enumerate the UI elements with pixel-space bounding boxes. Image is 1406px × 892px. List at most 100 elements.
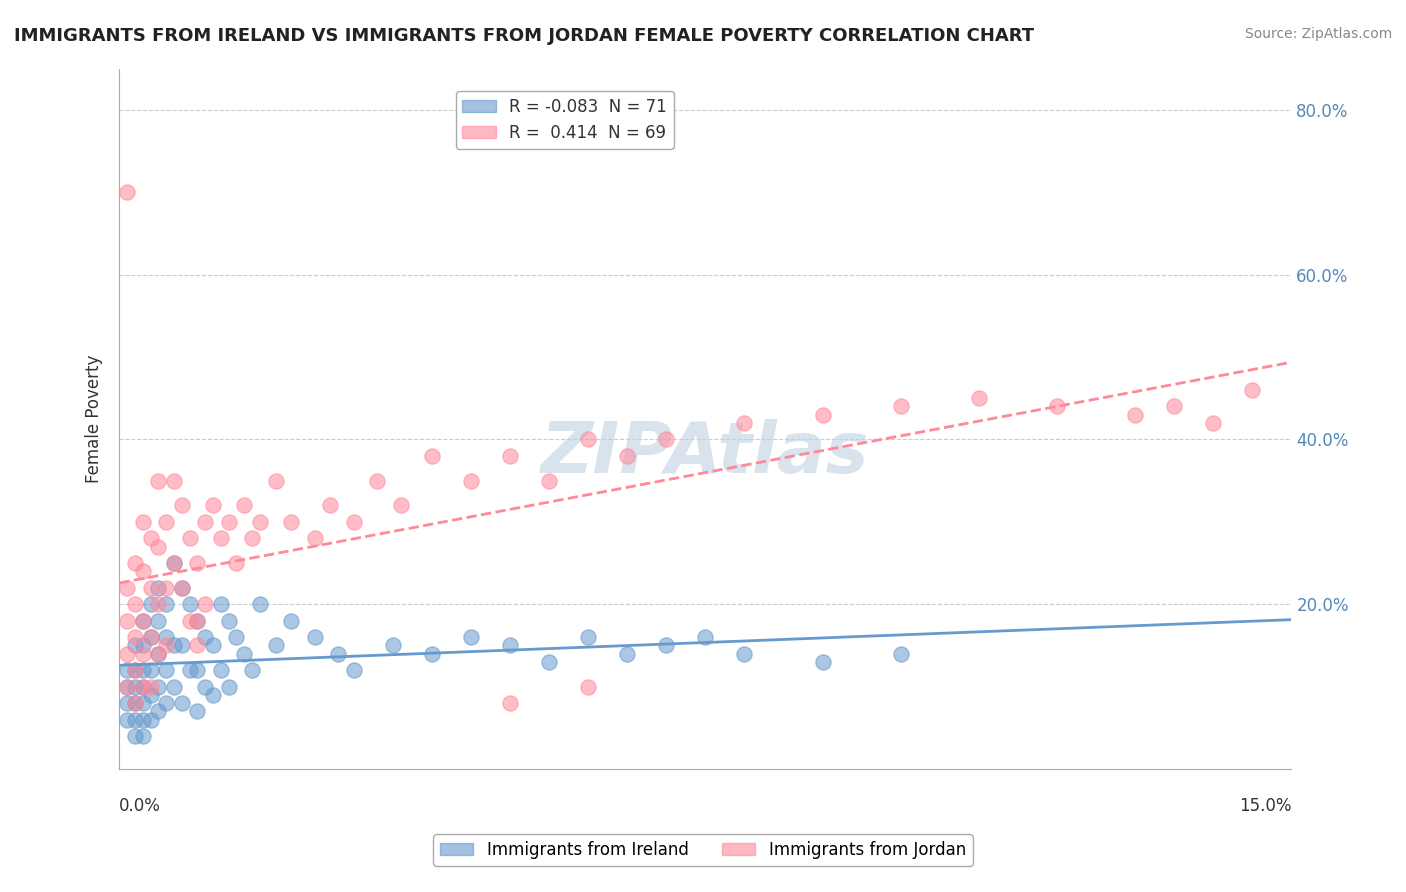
Point	[240, 531, 263, 545]
Point	[1241, 383, 1264, 397]
Point	[186, 639, 208, 653]
Point	[1046, 400, 1069, 414]
Point	[163, 639, 186, 653]
Point	[186, 663, 208, 677]
Point	[132, 614, 155, 628]
Point	[115, 647, 138, 661]
Y-axis label: Female Poverty: Female Poverty	[86, 355, 103, 483]
Point	[170, 581, 193, 595]
Point	[733, 647, 755, 661]
Point	[576, 433, 599, 447]
Point	[186, 614, 208, 628]
Point	[264, 639, 287, 653]
Point	[616, 647, 638, 661]
Point	[139, 597, 162, 611]
Text: ZIPAtlas: ZIPAtlas	[541, 419, 870, 488]
Point	[124, 639, 146, 653]
Point	[155, 581, 177, 595]
Point	[139, 688, 162, 702]
Point	[218, 515, 240, 529]
Point	[170, 581, 193, 595]
Point	[124, 713, 146, 727]
Point	[139, 663, 162, 677]
Point	[186, 614, 208, 628]
Point	[124, 597, 146, 611]
Point	[209, 663, 232, 677]
Point	[132, 680, 155, 694]
Point	[304, 531, 326, 545]
Point	[132, 515, 155, 529]
Point	[249, 515, 271, 529]
Point	[148, 540, 170, 554]
Point	[163, 680, 186, 694]
Point	[170, 696, 193, 710]
Point	[132, 564, 155, 578]
Point	[124, 630, 146, 644]
Point	[155, 597, 177, 611]
Point	[115, 680, 138, 694]
Point	[139, 630, 162, 644]
Point	[1123, 408, 1146, 422]
Point	[811, 655, 834, 669]
Point	[124, 729, 146, 743]
Point	[381, 639, 404, 653]
Point	[538, 655, 561, 669]
Point	[890, 400, 912, 414]
Point	[115, 185, 138, 199]
Point	[186, 705, 208, 719]
Point	[155, 639, 177, 653]
Point	[124, 680, 146, 694]
Point	[202, 639, 225, 653]
Legend: Immigrants from Ireland, Immigrants from Jordan: Immigrants from Ireland, Immigrants from…	[433, 835, 973, 866]
Point	[811, 408, 834, 422]
Point	[218, 680, 240, 694]
Point	[179, 597, 201, 611]
Point	[576, 630, 599, 644]
Point	[890, 647, 912, 661]
Point	[202, 688, 225, 702]
Point	[280, 515, 302, 529]
Point	[132, 713, 155, 727]
Point	[132, 696, 155, 710]
Point	[420, 647, 443, 661]
Point	[194, 597, 217, 611]
Text: 0.0%: 0.0%	[120, 797, 162, 815]
Point	[124, 556, 146, 570]
Point	[155, 630, 177, 644]
Point	[139, 581, 162, 595]
Point	[148, 614, 170, 628]
Point	[148, 474, 170, 488]
Point	[179, 614, 201, 628]
Point	[132, 680, 155, 694]
Point	[460, 630, 482, 644]
Point	[139, 531, 162, 545]
Point	[132, 614, 155, 628]
Point	[460, 474, 482, 488]
Point	[264, 474, 287, 488]
Point	[115, 663, 138, 677]
Point	[132, 729, 155, 743]
Point	[1163, 400, 1185, 414]
Point	[186, 556, 208, 570]
Point	[132, 647, 155, 661]
Point	[733, 416, 755, 430]
Text: IMMIGRANTS FROM IRELAND VS IMMIGRANTS FROM JORDAN FEMALE POVERTY CORRELATION CHA: IMMIGRANTS FROM IRELAND VS IMMIGRANTS FR…	[14, 27, 1035, 45]
Point	[249, 597, 271, 611]
Point	[499, 696, 522, 710]
Point	[179, 663, 201, 677]
Point	[420, 449, 443, 463]
Point	[576, 680, 599, 694]
Point	[538, 474, 561, 488]
Point	[499, 639, 522, 653]
Text: Source: ZipAtlas.com: Source: ZipAtlas.com	[1244, 27, 1392, 41]
Point	[194, 515, 217, 529]
Point	[225, 630, 247, 644]
Point	[148, 581, 170, 595]
Point	[148, 705, 170, 719]
Point	[170, 499, 193, 513]
Point	[343, 663, 366, 677]
Point	[233, 647, 256, 661]
Point	[124, 696, 146, 710]
Point	[233, 499, 256, 513]
Point	[163, 474, 186, 488]
